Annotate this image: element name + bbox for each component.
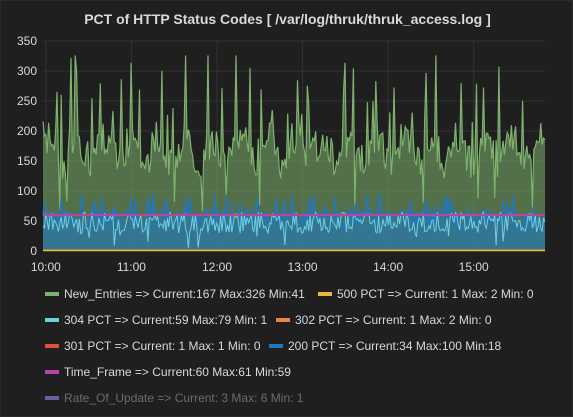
x-tick-label: 10:00 — [31, 260, 61, 274]
y-tick-label: 250 — [17, 94, 37, 108]
y-tick-label: 150 — [17, 154, 37, 168]
legend-swatch — [45, 317, 59, 322]
y-tick-label: 350 — [17, 34, 37, 48]
legend-item-200-pct[interactable]: 200 PCT => Current:34 Max:100 Min:18 — [269, 333, 501, 359]
chart-plot: 0 50 100 150 200 250 300 350 10:00 11:00 12:00 13:0… — [17, 34, 546, 274]
y-tick-label: 50 — [24, 214, 38, 228]
series-new-entries-area — [43, 55, 545, 252]
legend-item-rate-of-update[interactable]: Rate_Of_Update => Current: 3 Max: 6 Min:… — [45, 385, 303, 411]
legend-swatch — [45, 395, 59, 400]
x-tick-label: 13:00 — [288, 260, 318, 274]
x-tick-label: 12:00 — [202, 260, 232, 274]
legend-label: Time_Frame => Current:60 Max:61 Min:59 — [64, 365, 291, 379]
y-tick-label: 100 — [17, 184, 37, 198]
x-tick-label: 11:00 — [117, 260, 146, 274]
x-tick-label: 14:00 — [373, 260, 403, 274]
x-tick-label: 15:00 — [459, 260, 489, 274]
series-layer — [42, 55, 546, 252]
legend-label: New_Entries => Current:167 Max:326 Min:4… — [64, 287, 305, 301]
legend-item-301-pct[interactable]: 301 PCT => Current: 1 Max: 1 Min: 0 — [45, 333, 261, 359]
legend-label: 302 PCT => Current: 1 Max: 2 Min: 0 — [295, 313, 492, 327]
panel-title[interactable]: PCT of HTTP Status Codes [ /var/log/thru… — [84, 11, 491, 27]
y-tick-label: 300 — [17, 64, 37, 78]
series-new-entries-line — [42, 55, 546, 212]
y-tick-label: 200 — [17, 124, 37, 138]
legend-label: 200 PCT => Current:34 Max:100 Min:18 — [288, 339, 502, 353]
legend-item-500-pct[interactable]: 500 PCT => Current: 1 Max: 2 Min: 0 — [318, 281, 534, 307]
legend-swatch — [45, 343, 59, 348]
legend-item-new-entries[interactable]: New_Entries => Current:167 Max:326 Min:4… — [45, 281, 305, 307]
legend-label: 500 PCT => Current: 1 Max: 2 Min: 0 — [337, 287, 534, 301]
legend-item-302-pct[interactable]: 302 PCT => Current: 1 Max: 2 Min: 0 — [276, 307, 492, 333]
legend-swatch — [45, 291, 59, 296]
legend-label: 304 PCT => Current:59 Max:79 Min: 1 — [64, 313, 268, 327]
axis-labels: 0 50 100 150 200 250 300 350 10:00 11:00 12:00 13:0… — [17, 34, 489, 274]
y-tick-label: 0 — [30, 244, 37, 258]
legend-swatch — [45, 369, 59, 374]
legend-item-time-frame[interactable]: Time_Frame => Current:60 Max:61 Min:59 — [45, 359, 291, 385]
legend-swatch — [269, 343, 283, 348]
legend-swatch — [318, 291, 332, 296]
series-304-pct-line — [42, 210, 546, 248]
legend-swatch — [276, 317, 290, 322]
legend-item-304-pct[interactable]: 304 PCT => Current:59 Max:79 Min: 1 — [45, 307, 267, 333]
legend-label: Rate_Of_Update => Current: 3 Max: 6 Min:… — [64, 391, 304, 405]
legend-label: 301 PCT => Current: 1 Max: 1 Min: 0 — [64, 339, 261, 353]
legend: New_Entries => Current:167 Max:326 Min:4… — [45, 281, 565, 411]
